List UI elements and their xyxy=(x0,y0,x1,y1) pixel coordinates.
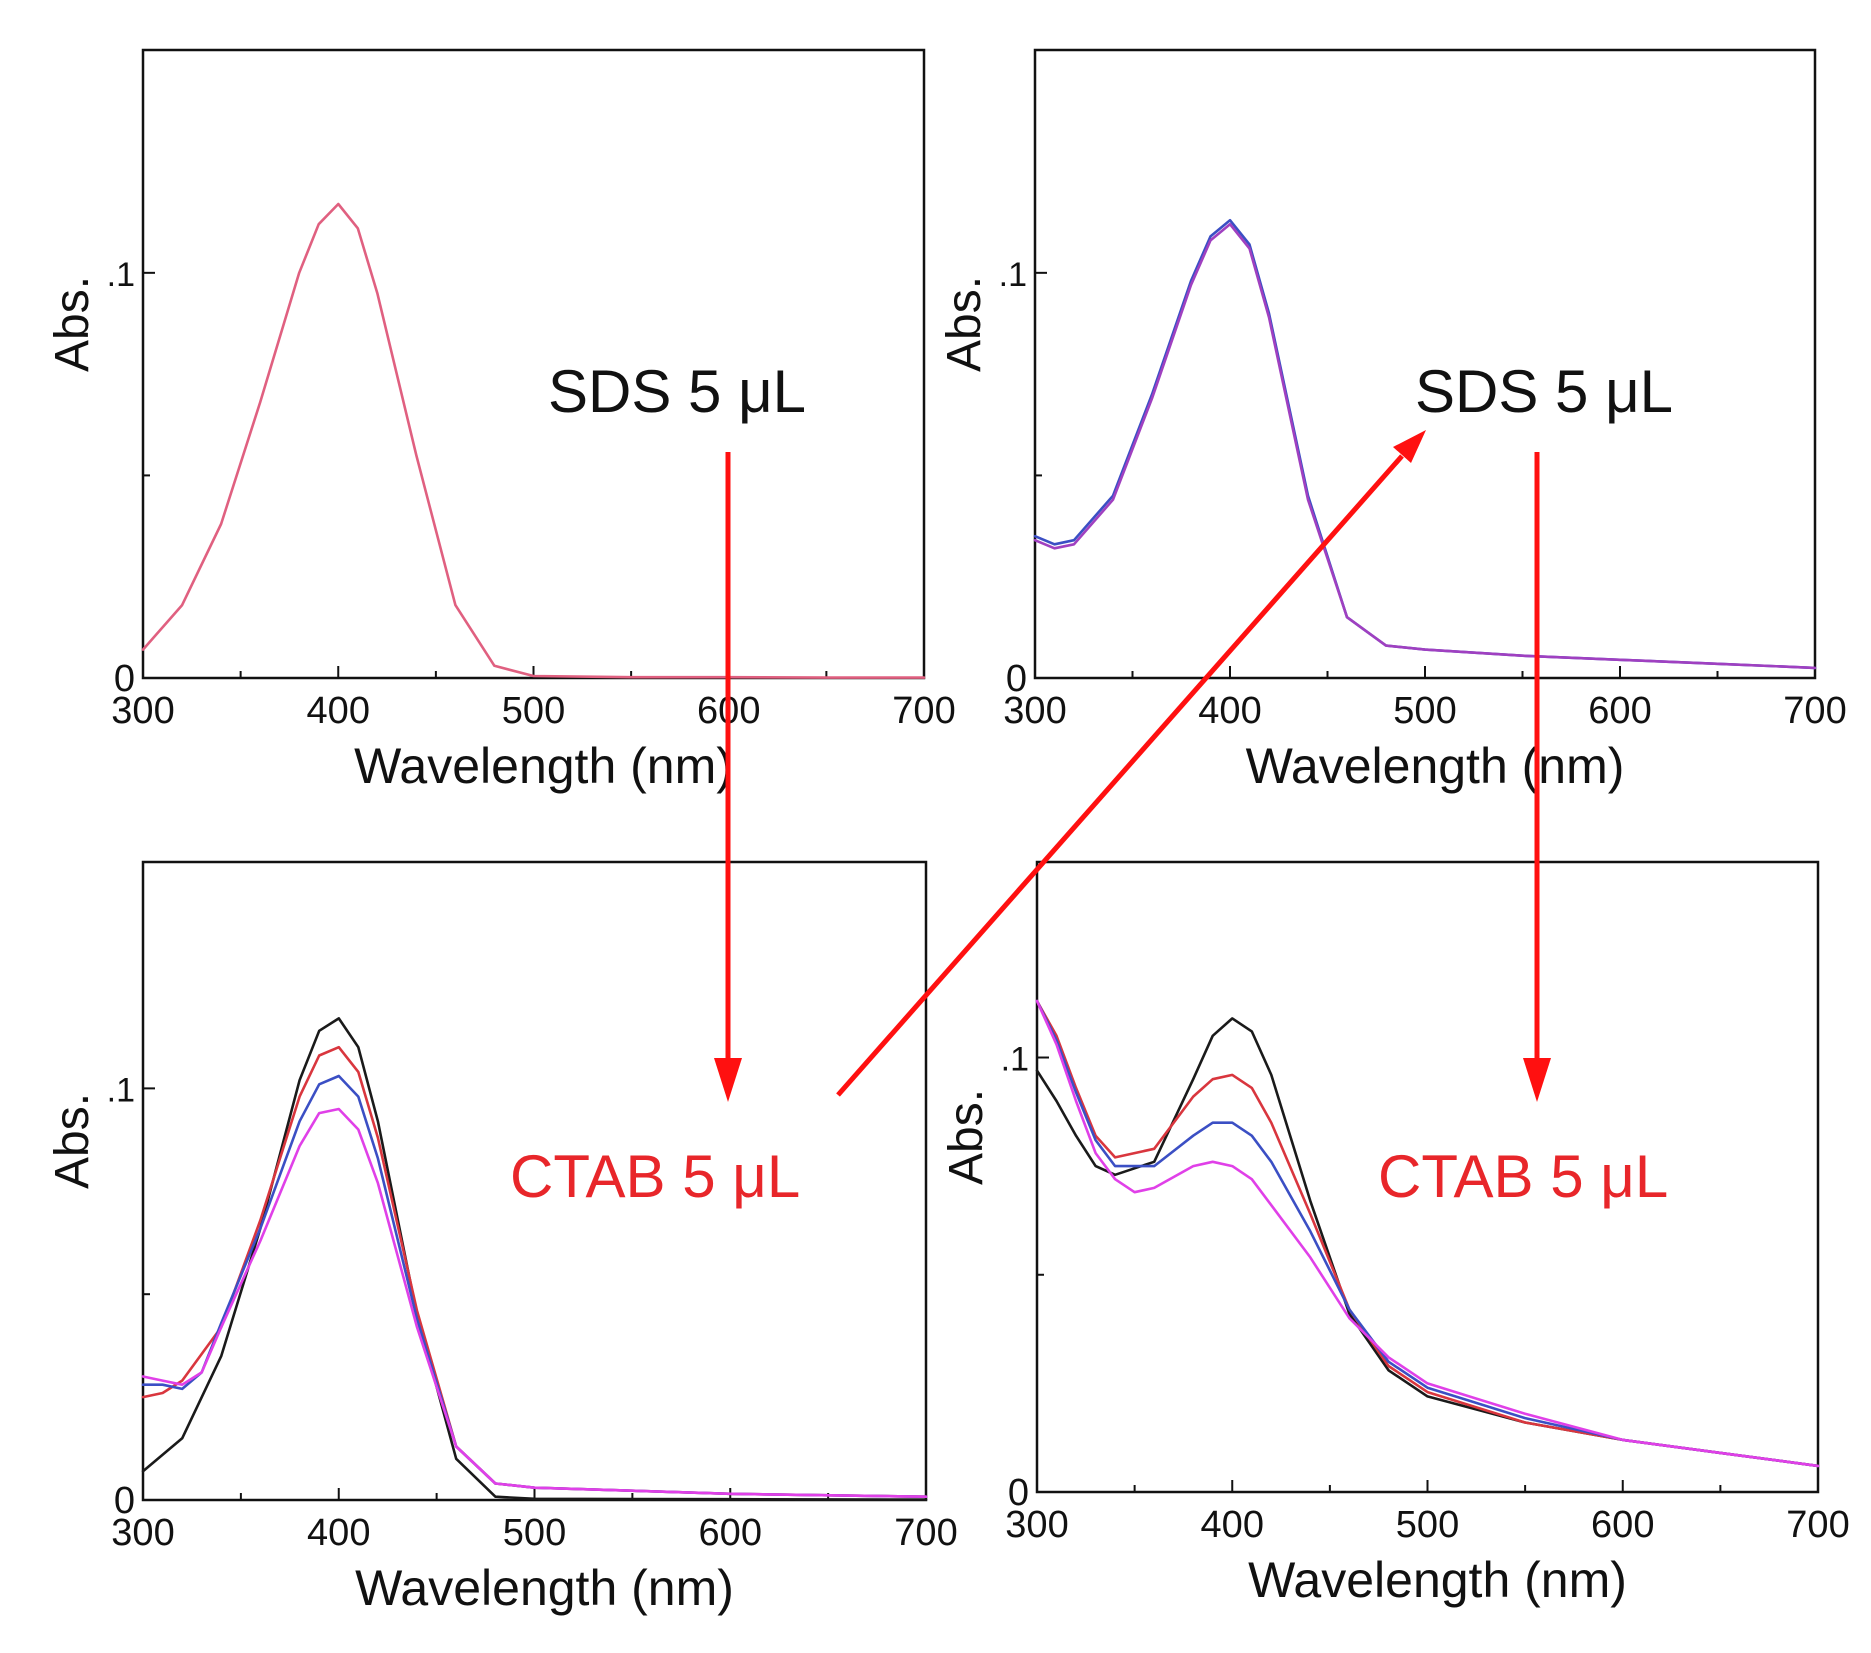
annotation-sds-right: SDS 5 μL xyxy=(1415,358,1673,425)
x-axis-label: Wavelength (nm) xyxy=(354,738,733,794)
x-tick-label: 600 xyxy=(1591,1504,1654,1546)
arrow-diagonal xyxy=(836,454,1404,1097)
x-tick-label: 500 xyxy=(1393,690,1456,732)
series-line-red xyxy=(141,1045,928,1498)
x-tick-label: 700 xyxy=(1786,1504,1849,1546)
y-tick-label: 0 xyxy=(114,658,135,700)
y-tick-label: 0 xyxy=(1008,1472,1029,1514)
x-tick-label: 300 xyxy=(111,1512,174,1554)
x-tick-label: 600 xyxy=(699,1512,762,1554)
x-axis-label: Wavelength (nm) xyxy=(355,1560,734,1616)
y-axis-label: Abs. xyxy=(940,1089,993,1185)
series-line-magenta xyxy=(1033,222,1817,670)
x-axis-label: Wavelength (nm) xyxy=(1246,738,1625,794)
y-axis-label: Abs. xyxy=(46,1093,99,1189)
x-tick-label: 700 xyxy=(1783,690,1846,732)
x-tick-label: 700 xyxy=(894,1512,957,1554)
x-axis-label: Wavelength (nm) xyxy=(1248,1552,1627,1608)
series-line-black xyxy=(1035,1017,1820,1468)
series-line-magenta xyxy=(141,1107,928,1498)
y-axis-label: Abs. xyxy=(938,276,991,372)
chart-bottom-left: 300 400 500 600 700 0 .1 Wavelength (nm) Abs. xyxy=(46,860,958,1616)
annotations-layer: SDS 5 μL SDS 5 μL CTAB 5 μL CTAB 5 μL xyxy=(510,358,1673,1210)
x-tick-label: 400 xyxy=(307,690,370,732)
y-tick-label: .1 xyxy=(999,256,1027,294)
x-tick-label: 600 xyxy=(1588,690,1651,732)
y-axis-label: Abs. xyxy=(46,276,99,372)
series-line-blue xyxy=(1033,218,1817,670)
series-line-magenta xyxy=(1035,999,1820,1468)
x-tick-label: 700 xyxy=(892,690,955,732)
x-tick-label: 400 xyxy=(307,1512,370,1554)
y-tick-label: 0 xyxy=(114,1480,135,1522)
x-tick-label: 300 xyxy=(1003,690,1066,732)
series-line-blue xyxy=(141,1074,928,1498)
annotation-ctab-right: CTAB 5 μL xyxy=(1378,1143,1668,1210)
x-tick-label: 500 xyxy=(503,1512,566,1554)
x-tick-label: 400 xyxy=(1201,1504,1264,1546)
x-tick-label: 400 xyxy=(1198,690,1261,732)
y-tick-label: 0 xyxy=(1006,658,1027,700)
x-tick-label: 300 xyxy=(1005,1504,1068,1546)
series-line-spectrum xyxy=(141,202,926,679)
y-tick-label: .1 xyxy=(107,1071,135,1109)
series-line-red xyxy=(1035,999,1820,1468)
annotation-ctab-left: CTAB 5 μL xyxy=(510,1143,800,1210)
x-tick-label: 500 xyxy=(1396,1504,1459,1546)
plot-frame xyxy=(141,48,926,680)
annotation-sds-left: SDS 5 μL xyxy=(548,358,806,425)
chart-bottom-right: 300 400 500 600 700 0 .1 Wavelength (nm) Abs. xyxy=(940,860,1850,1608)
arrowhead-down-right xyxy=(1523,1058,1551,1102)
x-tick-label: 300 xyxy=(111,690,174,732)
chart-top-right: 300 400 500 600 700 0 .1 Wavelength (nm) Abs. xyxy=(938,48,1847,794)
y-tick-label: .1 xyxy=(1001,1041,1029,1079)
x-tick-label: 500 xyxy=(502,690,565,732)
y-tick-label: .1 xyxy=(107,256,135,294)
arrows-layer xyxy=(714,430,1551,1102)
arrowhead-down-left xyxy=(714,1058,742,1102)
series-line-blue xyxy=(1035,999,1820,1468)
arrowhead-diagonal xyxy=(1393,430,1426,463)
series-line-black xyxy=(141,1017,928,1501)
